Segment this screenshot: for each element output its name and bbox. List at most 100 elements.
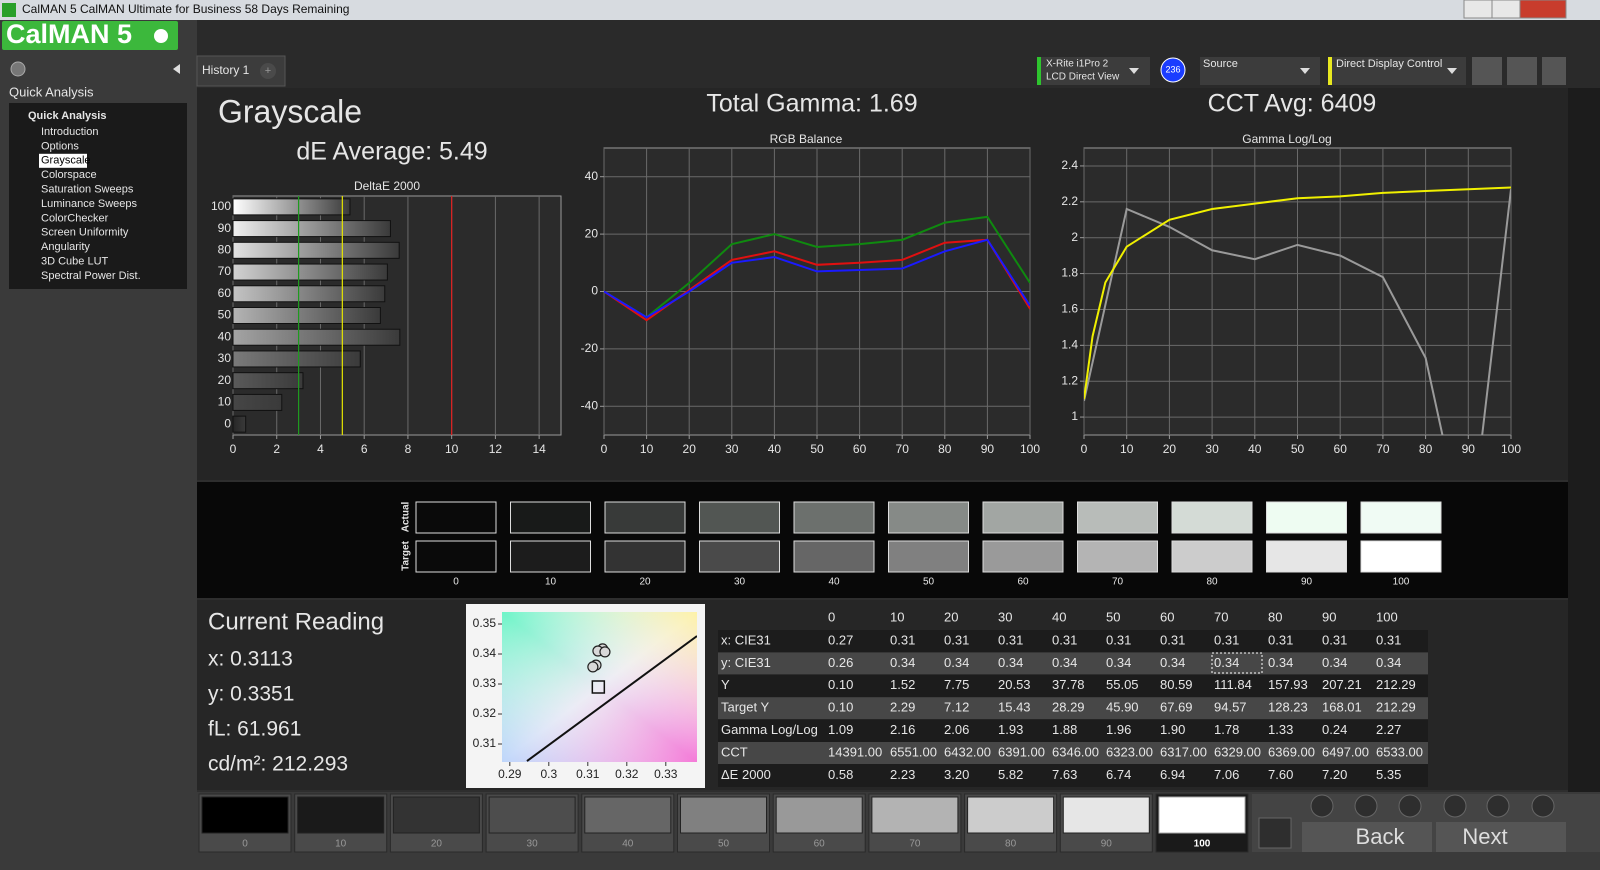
sidebar-icon[interactable] [10, 61, 26, 77]
back-label[interactable]: Back [1356, 824, 1406, 849]
meter-selector[interactable] [1037, 57, 1150, 85]
tab-label[interactable]: History 1 [202, 63, 250, 77]
patch-swatch[interactable] [871, 796, 959, 834]
cell: 0.34 [1376, 655, 1401, 670]
dropdown-arrow[interactable] [1129, 68, 1139, 74]
target-swatch [510, 540, 591, 573]
dropdown-arrow[interactable] [1447, 68, 1457, 74]
tree-item[interactable]: Spectral Power Dist. [41, 270, 141, 282]
cell: 1.88 [1052, 722, 1077, 737]
patch-swatch[interactable] [1158, 796, 1246, 834]
next-label[interactable]: Next [1462, 824, 1507, 849]
patch-label[interactable]: 100 [1194, 839, 1211, 850]
patch-swatch[interactable] [584, 796, 672, 834]
cell: 7.63 [1052, 767, 1077, 782]
close-button[interactable] [1519, 0, 1567, 19]
tree-item[interactable]: Screen Uniformity [41, 227, 129, 239]
target-swatch [888, 540, 969, 573]
collapse-arrow[interactable] [173, 64, 180, 74]
patch-swatch[interactable] [297, 796, 385, 834]
cell: 28.29 [1052, 700, 1085, 715]
cell: 6.94 [1160, 767, 1185, 782]
patch-swatch[interactable] [1062, 796, 1150, 834]
patch-swatch[interactable] [392, 796, 480, 834]
x-tick-label: 40 [768, 442, 782, 456]
stop-button[interactable] [1258, 817, 1292, 849]
patch-label[interactable]: 40 [622, 839, 634, 850]
tree-item[interactable]: Introduction [41, 126, 98, 138]
cell: 80.59 [1160, 677, 1193, 692]
cell: 0.27 [828, 632, 853, 647]
patch-swatch[interactable] [201, 796, 289, 834]
patch-swatch[interactable] [680, 796, 767, 834]
cell: 1.33 [1268, 722, 1293, 737]
actual-swatch [793, 501, 875, 534]
cell: 0.31 [998, 632, 1023, 647]
help-button[interactable] [1507, 57, 1537, 85]
maximize-button[interactable] [1491, 0, 1521, 19]
x-tick-label: 10 [445, 442, 459, 456]
display-selector[interactable] [1328, 57, 1466, 85]
tree-item[interactable]: Saturation Sweeps [41, 184, 134, 196]
patch-swatch[interactable] [775, 796, 863, 834]
de-average: dE Average: 5.49 [296, 138, 487, 166]
control-button[interactable] [1531, 794, 1555, 818]
tree-item[interactable]: Angularity [41, 241, 90, 253]
patch-label[interactable]: 60 [814, 839, 826, 850]
actual-swatch [510, 501, 591, 534]
cell: 212.29 [1376, 677, 1416, 692]
display-label[interactable]: Direct Display Control [1336, 58, 1442, 70]
meter-mode[interactable]: LCD Direct View [1046, 72, 1120, 83]
patch-label[interactable]: 90 [1101, 839, 1113, 850]
patch-swatch[interactable] [967, 796, 1055, 834]
actual-swatch [888, 501, 969, 534]
patch-label[interactable]: 30 [527, 839, 539, 850]
x-tick-label: 0 [1081, 442, 1088, 456]
patch-swatch[interactable] [488, 796, 576, 834]
logo-dropdown[interactable] [154, 29, 168, 43]
control-button[interactable] [1398, 794, 1422, 818]
patch-label[interactable]: 10 [335, 839, 347, 850]
meter-badge[interactable] [1160, 57, 1186, 83]
patch-label[interactable]: 20 [431, 839, 443, 850]
tree-item[interactable]: Options [41, 140, 79, 152]
tree-item[interactable]: Grayscale [41, 155, 91, 167]
next-button[interactable] [1436, 822, 1566, 852]
tree-item[interactable]: 3D Cube LUT [41, 256, 109, 268]
control-button[interactable] [1354, 794, 1378, 818]
minimize-button[interactable] [1463, 0, 1493, 19]
cell: 0.34 [944, 655, 969, 670]
tree-item[interactable]: Luminance Sweeps [41, 198, 138, 210]
control-button[interactable] [1310, 794, 1334, 818]
patch-label[interactable]: 50 [718, 839, 730, 850]
tree-item[interactable]: Colorspace [41, 169, 97, 181]
back-button[interactable] [1302, 822, 1432, 852]
actual-swatch [982, 501, 1064, 534]
dropdown-arrow[interactable] [1300, 68, 1310, 74]
cell: 0.34 [1322, 655, 1347, 670]
logo[interactable]: CalMAN 5 [6, 19, 132, 49]
control-button[interactable] [1443, 794, 1467, 818]
control-button[interactable] [1486, 794, 1510, 818]
bar [232, 241, 400, 259]
target-swatch [1171, 540, 1253, 573]
add-tab-label[interactable]: + [265, 65, 271, 77]
panel-button[interactable] [1542, 57, 1566, 85]
column-header: 20 [944, 609, 958, 624]
tree-panel [9, 103, 187, 289]
column-header: 50 [1106, 609, 1120, 624]
patch-label[interactable]: 0 [242, 839, 248, 850]
patch-label[interactable]: 70 [909, 839, 921, 850]
tree-item[interactable]: ColorChecker [41, 212, 109, 224]
patch-label[interactable]: 80 [1005, 839, 1017, 850]
settings-button[interactable] [1472, 57, 1502, 85]
meter-name[interactable]: X-Rite i1Pro 2 [1046, 59, 1109, 70]
title-bar [0, 0, 1600, 20]
source-selector[interactable] [1200, 57, 1320, 85]
meter-badge-label[interactable]: 236 [1165, 64, 1180, 74]
logo-button[interactable] [2, 21, 178, 50]
add-tab-button[interactable] [260, 63, 276, 79]
source-label[interactable]: Source [1203, 58, 1238, 70]
tree-root[interactable]: Quick Analysis [28, 110, 106, 122]
